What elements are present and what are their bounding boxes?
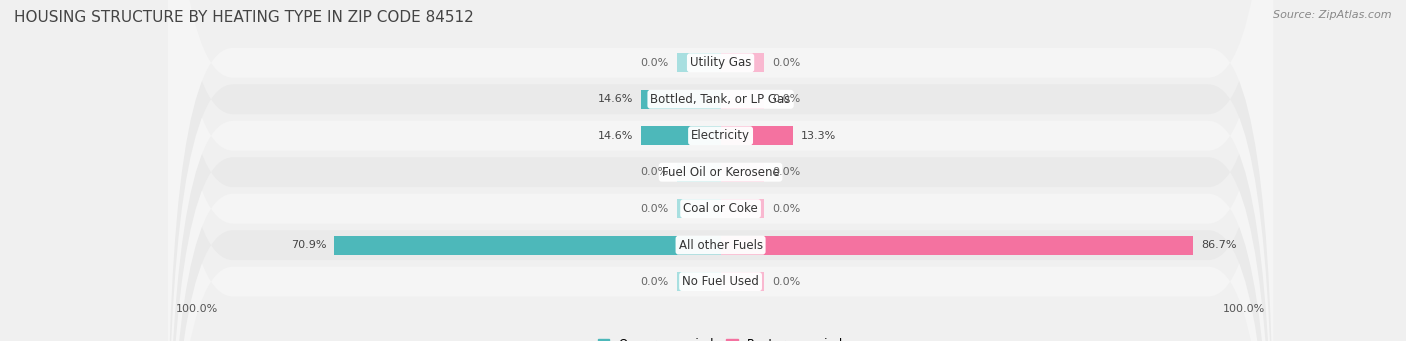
Bar <box>641 126 721 145</box>
Bar <box>335 236 721 255</box>
FancyBboxPatch shape <box>167 0 1274 341</box>
Text: Bottled, Tank, or LP Gas: Bottled, Tank, or LP Gas <box>651 93 790 106</box>
Text: 0.0%: 0.0% <box>772 94 800 104</box>
Bar <box>721 199 765 218</box>
Bar <box>721 126 793 145</box>
Text: 100.0%: 100.0% <box>176 304 218 314</box>
Bar <box>721 272 765 291</box>
Text: 13.3%: 13.3% <box>801 131 837 141</box>
Bar <box>721 90 765 109</box>
Bar <box>678 272 721 291</box>
FancyBboxPatch shape <box>167 0 1274 341</box>
Text: 0.0%: 0.0% <box>772 58 800 68</box>
Bar <box>721 53 765 72</box>
Text: 0.0%: 0.0% <box>641 277 669 286</box>
Text: HOUSING STRUCTURE BY HEATING TYPE IN ZIP CODE 84512: HOUSING STRUCTURE BY HEATING TYPE IN ZIP… <box>14 10 474 25</box>
Bar <box>678 199 721 218</box>
Bar <box>721 163 765 182</box>
FancyBboxPatch shape <box>167 0 1274 341</box>
Bar <box>678 53 721 72</box>
Text: 86.7%: 86.7% <box>1201 240 1237 250</box>
Text: Utility Gas: Utility Gas <box>690 56 751 69</box>
Text: No Fuel Used: No Fuel Used <box>682 275 759 288</box>
Text: Coal or Coke: Coal or Coke <box>683 202 758 215</box>
Text: All other Fuels: All other Fuels <box>679 239 762 252</box>
Text: Source: ZipAtlas.com: Source: ZipAtlas.com <box>1274 10 1392 20</box>
Text: 14.6%: 14.6% <box>598 131 633 141</box>
Text: Electricity: Electricity <box>692 129 749 142</box>
Text: 100.0%: 100.0% <box>1223 304 1265 314</box>
FancyBboxPatch shape <box>167 0 1274 341</box>
Bar <box>721 236 1192 255</box>
Bar <box>678 163 721 182</box>
Text: 14.6%: 14.6% <box>598 94 633 104</box>
FancyBboxPatch shape <box>167 0 1274 341</box>
Text: 0.0%: 0.0% <box>772 204 800 214</box>
Text: 0.0%: 0.0% <box>641 58 669 68</box>
FancyBboxPatch shape <box>167 0 1274 341</box>
FancyBboxPatch shape <box>167 0 1274 341</box>
Text: Fuel Oil or Kerosene: Fuel Oil or Kerosene <box>662 166 779 179</box>
Text: 0.0%: 0.0% <box>772 167 800 177</box>
Text: 0.0%: 0.0% <box>772 277 800 286</box>
Legend: Owner-occupied, Renter-occupied: Owner-occupied, Renter-occupied <box>593 333 848 341</box>
Text: 0.0%: 0.0% <box>641 204 669 214</box>
Text: 0.0%: 0.0% <box>641 167 669 177</box>
Bar <box>641 90 721 109</box>
Text: 70.9%: 70.9% <box>291 240 326 250</box>
